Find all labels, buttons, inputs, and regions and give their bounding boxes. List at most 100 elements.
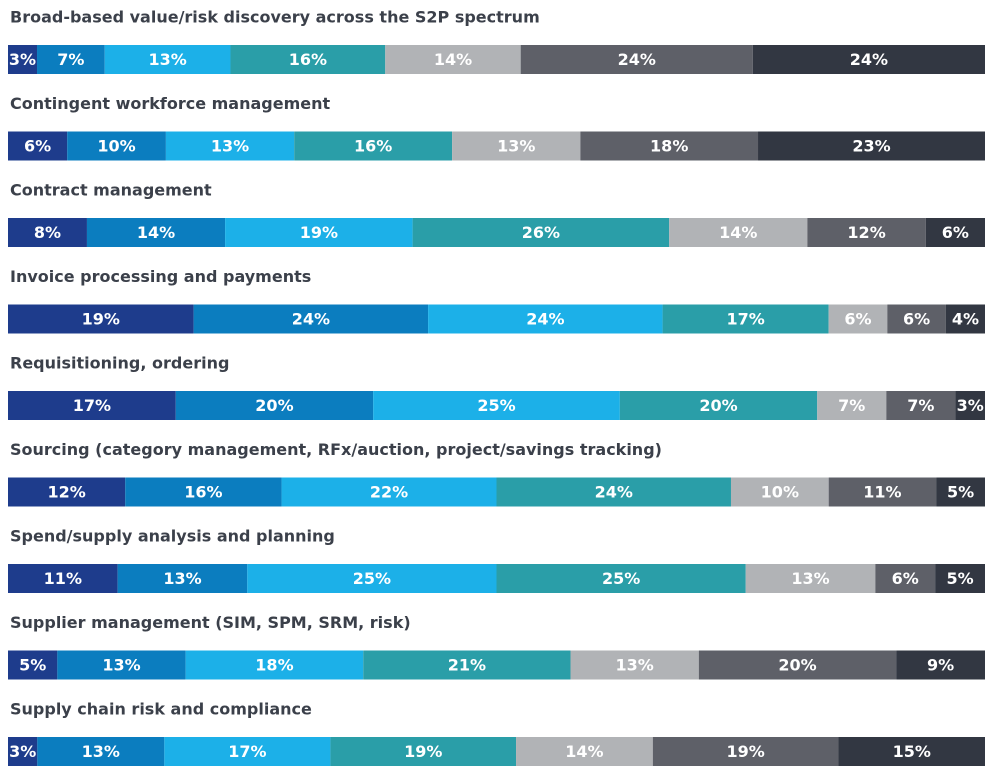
- data-label: 3%: [9, 742, 36, 761]
- bar-segment: [520, 45, 753, 74]
- data-label: 13%: [497, 137, 535, 156]
- data-label: 24%: [292, 310, 330, 329]
- bar-segment: [8, 45, 38, 74]
- bar-segment: [619, 391, 818, 420]
- bar-segment: [8, 564, 118, 593]
- data-label: 19%: [82, 310, 120, 329]
- data-label: 24%: [526, 310, 564, 329]
- bar-segment: [925, 218, 985, 247]
- data-label: 6%: [892, 569, 919, 588]
- bar-segment: [330, 737, 517, 766]
- data-label: 5%: [947, 483, 974, 502]
- data-label: 25%: [353, 569, 391, 588]
- bar-segment: [281, 477, 497, 507]
- data-label: 13%: [616, 656, 654, 675]
- bar-segment: [8, 650, 58, 680]
- bar-segment: [887, 304, 946, 334]
- data-label: 7%: [838, 396, 865, 415]
- data-label: 18%: [255, 656, 293, 675]
- data-label: 6%: [903, 310, 930, 329]
- data-label: 19%: [404, 742, 442, 761]
- data-label: 16%: [354, 137, 392, 156]
- bar-segment: [580, 131, 759, 161]
- bar-segment: [193, 304, 429, 334]
- data-label: 17%: [726, 310, 764, 329]
- bar-segment: [175, 391, 374, 420]
- bar-segment: [67, 131, 166, 161]
- bar-segment: [570, 650, 699, 680]
- data-label: 13%: [211, 137, 249, 156]
- data-label: 17%: [228, 742, 266, 761]
- bar-segment: [828, 304, 888, 334]
- bar-segment: [247, 564, 497, 593]
- bar-segment: [363, 650, 571, 680]
- data-label: 16%: [289, 50, 327, 69]
- bar-segment: [104, 45, 231, 74]
- data-label: 19%: [726, 742, 764, 761]
- data-label: 13%: [148, 50, 186, 69]
- data-label: 25%: [477, 396, 515, 415]
- bar-segment: [936, 477, 985, 507]
- bar-segment: [8, 218, 87, 247]
- data-label: 22%: [370, 483, 408, 502]
- bar-segment: [698, 650, 897, 680]
- bar-segment: [165, 131, 295, 161]
- data-label: 5%: [19, 656, 46, 675]
- data-label: 12%: [47, 483, 85, 502]
- bar-segment: [496, 564, 746, 593]
- data-label: 24%: [618, 50, 656, 69]
- bar-segment: [730, 477, 829, 507]
- data-label: 13%: [82, 742, 120, 761]
- bar-segment: [875, 564, 936, 593]
- row-title: Spend/supply analysis and planning: [10, 527, 335, 546]
- bar-segment: [752, 45, 985, 74]
- bar-segment: [57, 650, 186, 680]
- data-label: 6%: [24, 137, 51, 156]
- data-label: 20%: [255, 396, 293, 415]
- bar-segment: [185, 650, 364, 680]
- bar-segment: [838, 737, 985, 766]
- bar-segment: [669, 218, 808, 247]
- bar-segment: [8, 391, 176, 420]
- data-label: 20%: [699, 396, 737, 415]
- bar-segment: [37, 45, 105, 74]
- bar-segment: [225, 218, 413, 247]
- bar-segment: [8, 737, 38, 766]
- bar-segment: [955, 391, 985, 420]
- data-label: 8%: [34, 223, 61, 242]
- row-title: Broad-based value/risk discovery across …: [10, 8, 540, 27]
- data-label: 3%: [957, 396, 984, 415]
- data-label: 18%: [650, 137, 688, 156]
- data-label: 26%: [522, 223, 560, 242]
- data-label: 14%: [137, 223, 175, 242]
- data-label: 11%: [863, 483, 901, 502]
- data-label: 14%: [719, 223, 757, 242]
- bar-segment: [516, 737, 653, 766]
- data-label: 11%: [44, 569, 82, 588]
- bar-segment: [117, 564, 248, 593]
- bar-segment: [945, 304, 985, 334]
- data-label: 4%: [952, 310, 979, 329]
- bar-segment: [652, 737, 839, 766]
- row-title: Sourcing (category management, RFx/aucti…: [10, 440, 662, 459]
- data-label: 23%: [852, 137, 890, 156]
- row-title: Contingent workforce management: [10, 94, 330, 113]
- data-label: 10%: [97, 137, 135, 156]
- bar-segment: [452, 131, 581, 161]
- data-label: 24%: [595, 483, 633, 502]
- bar-segment: [745, 564, 876, 593]
- data-label: 13%: [791, 569, 829, 588]
- row-title: Supplier management (SIM, SPM, SRM, risk…: [10, 613, 411, 632]
- data-label: 19%: [300, 223, 338, 242]
- bar-segment: [164, 737, 331, 766]
- bar-segment: [125, 477, 282, 507]
- data-label: 10%: [761, 483, 799, 502]
- data-label: 5%: [946, 569, 973, 588]
- row-title: Contract management: [10, 181, 212, 200]
- data-label: 6%: [844, 310, 871, 329]
- data-label: 17%: [73, 396, 111, 415]
- row-title: Supply chain risk and compliance: [10, 700, 312, 719]
- data-label: 20%: [778, 656, 816, 675]
- data-label: 13%: [163, 569, 201, 588]
